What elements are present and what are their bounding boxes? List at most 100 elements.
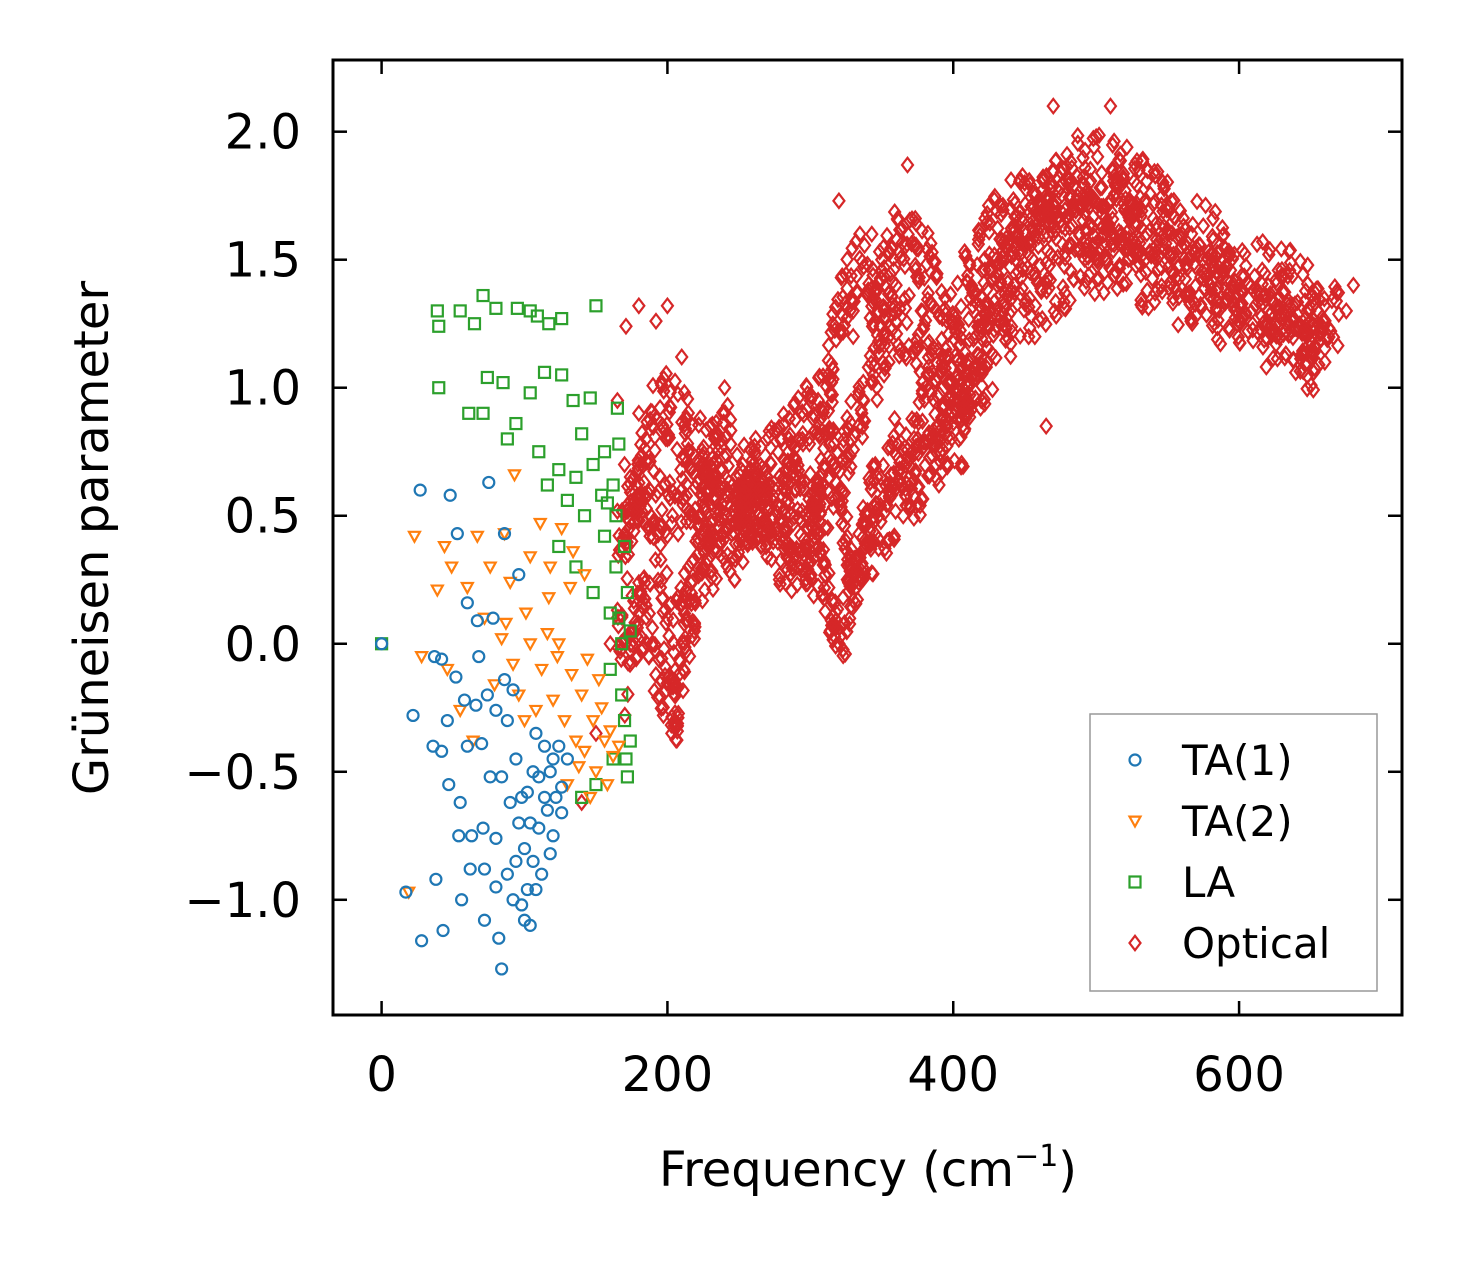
optical-point — [1088, 191, 1102, 210]
data-point — [1339, 301, 1354, 320]
legend-label: TA(2) — [1181, 797, 1293, 846]
optical-point — [735, 455, 750, 474]
data-point — [496, 376, 510, 390]
optical-point — [979, 213, 994, 232]
legend-label: Optical — [1182, 919, 1330, 968]
optical-point — [1182, 249, 1196, 268]
data-point — [836, 588, 851, 607]
data-point — [574, 793, 589, 812]
optical-point — [1282, 314, 1296, 333]
optical-point — [732, 502, 747, 521]
optical-point — [1068, 201, 1083, 220]
optical-point — [926, 252, 940, 271]
optical-point — [1043, 271, 1058, 289]
data-point — [612, 611, 626, 625]
optical-point — [686, 505, 700, 524]
optical-point — [867, 471, 882, 490]
series-ta-1- — [374, 475, 574, 976]
data-point — [509, 854, 523, 868]
optical-point — [1235, 241, 1250, 260]
optical-point — [785, 464, 800, 483]
legend-marker — [1128, 753, 1142, 767]
optical-point — [1049, 307, 1064, 326]
optical-point — [844, 431, 859, 450]
optical-point — [888, 502, 903, 521]
optical-point — [852, 524, 866, 543]
optical-point — [626, 502, 641, 521]
optical-point — [720, 487, 735, 506]
optical-point — [790, 558, 804, 577]
optical-point — [1300, 256, 1315, 275]
optical-point — [968, 328, 983, 347]
optical-point — [1118, 189, 1133, 208]
data-point — [617, 713, 632, 728]
optical-point — [1097, 225, 1112, 244]
optical-point — [1140, 281, 1155, 300]
optical-point — [877, 503, 892, 522]
data-point — [518, 607, 534, 621]
data-point — [462, 406, 476, 420]
y-tick-label: −1.0 — [184, 873, 301, 929]
optical-point — [1260, 330, 1275, 349]
data-point — [555, 806, 569, 820]
data-point — [746, 455, 761, 474]
data-point — [500, 867, 514, 881]
optical-point — [620, 569, 635, 588]
optical-point — [656, 698, 671, 717]
optical-point — [670, 440, 684, 459]
optical-point — [685, 444, 700, 463]
optical-point — [985, 380, 1000, 399]
data-point — [1289, 319, 1304, 338]
optical-point — [810, 523, 825, 542]
data-point — [509, 416, 523, 431]
optical-point — [697, 558, 711, 577]
optical-point — [984, 261, 999, 280]
optical-point — [1063, 190, 1078, 209]
optical-point — [681, 404, 696, 422]
optical-point — [770, 533, 785, 552]
data-point — [543, 765, 557, 779]
optical-point — [1133, 265, 1148, 284]
data-point — [495, 962, 509, 976]
plot-area-frame — [331, 58, 1404, 1017]
data-point — [546, 829, 560, 843]
optical-point — [1166, 191, 1181, 210]
x-tick-label: 400 — [907, 1047, 999, 1103]
data-point — [565, 546, 581, 560]
data-point — [1003, 199, 1018, 218]
optical-point — [654, 500, 669, 519]
optical-point — [634, 446, 649, 465]
data-point — [591, 674, 607, 688]
optical-point — [735, 552, 750, 571]
optical-point — [1079, 272, 1094, 291]
optical-point — [688, 591, 702, 610]
optical-point — [1088, 246, 1103, 265]
optical-point — [749, 491, 764, 510]
y-tick-label: 2.0 — [225, 105, 301, 161]
optical-point — [668, 661, 682, 680]
optical-point — [932, 307, 947, 326]
data-point — [589, 299, 603, 313]
optical-point — [653, 550, 668, 569]
optical-point — [1076, 168, 1091, 187]
data-point — [989, 307, 1004, 325]
optical-point — [1262, 240, 1277, 259]
optical-point — [687, 629, 702, 648]
optical-point — [934, 282, 949, 301]
optical-point — [1056, 278, 1070, 297]
optical-point — [1092, 214, 1106, 233]
optical-point — [648, 441, 662, 460]
axis-ticks: 0 200 400 600 −1.0 −0.5 0.0 0.5 1.0 1.5 2.0 — [184, 60, 1402, 1103]
optical-point — [646, 512, 661, 531]
optical-point — [908, 462, 923, 480]
optical-point — [852, 377, 867, 396]
optical-point — [856, 570, 871, 589]
data-point — [1046, 97, 1061, 116]
optical-point — [723, 421, 738, 440]
optical-point — [997, 315, 1012, 334]
optical-point — [1000, 233, 1014, 252]
optical-point — [1013, 327, 1028, 345]
optical-point — [1166, 264, 1181, 283]
optical-point — [868, 283, 882, 302]
optical-point — [938, 424, 953, 443]
